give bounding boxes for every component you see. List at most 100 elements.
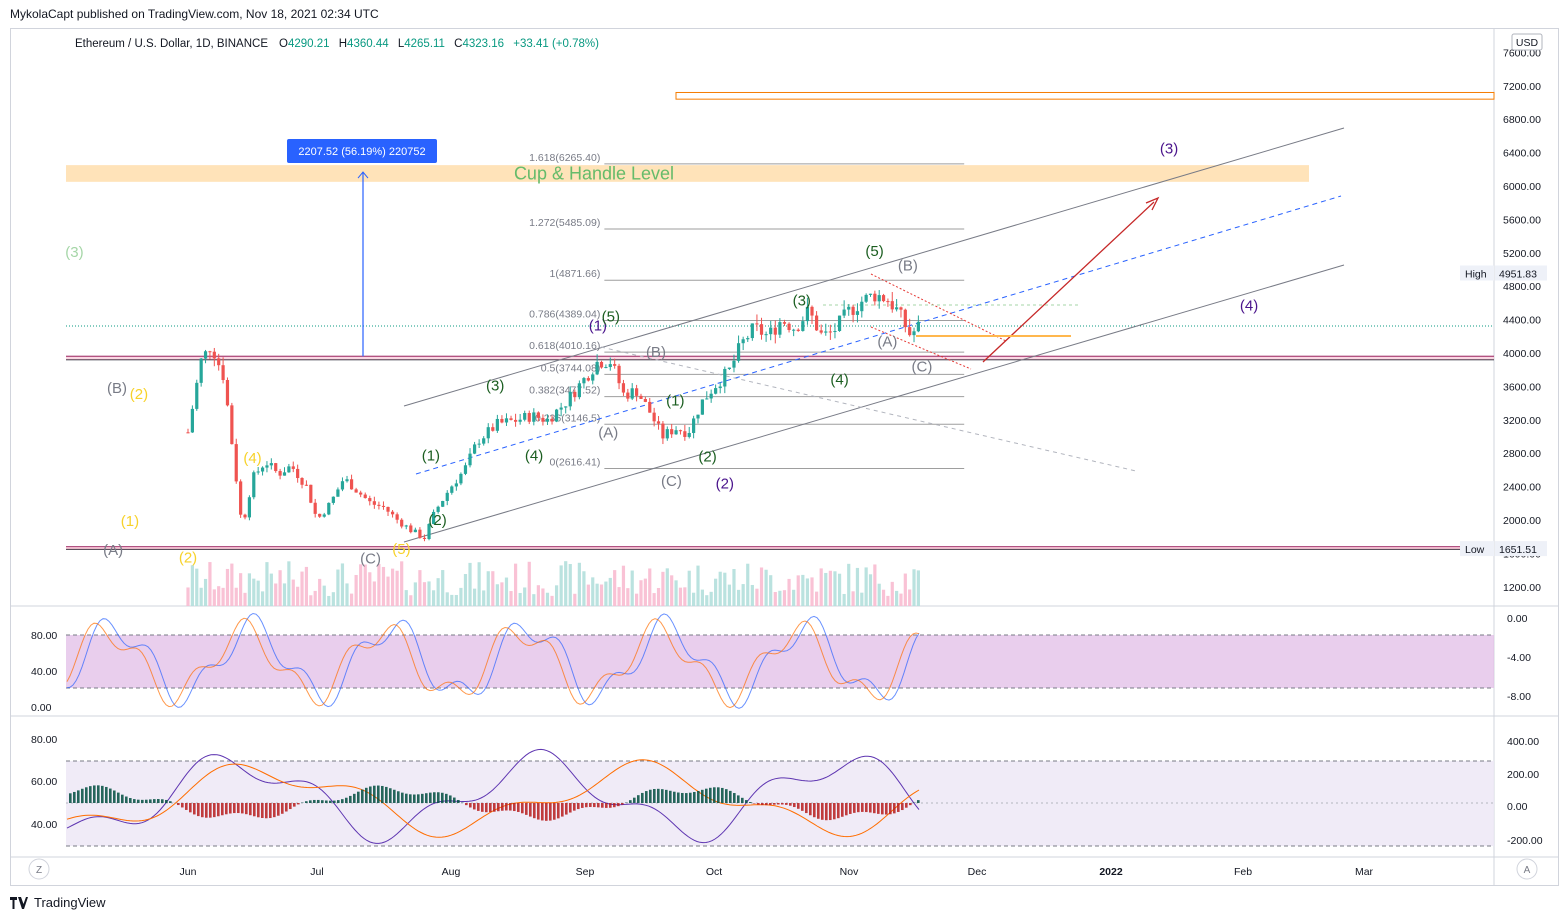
auto-scale-button[interactable]: A [1524, 865, 1531, 876]
volume-bar [750, 584, 754, 606]
macd-hist-bar [865, 803, 868, 813]
macd-hist-bar [389, 788, 392, 803]
volume-bar [404, 590, 408, 606]
chart-svg[interactable]: 1.618(6265.40) 1.272(5485.09) 1(4871.66) 0.… [11, 29, 1558, 885]
candle-body [687, 432, 691, 437]
time-tick-label: Oct [706, 866, 722, 878]
volume-bar [400, 561, 404, 606]
volume-bar [513, 563, 518, 606]
candle-body [513, 419, 518, 422]
macd-hist-bar [473, 803, 476, 810]
symbol-name[interactable]: Ethereum / U.S. Dollar, 1D, BINANCE [75, 38, 268, 50]
candle-body [495, 418, 499, 431]
volume-bar [815, 591, 819, 606]
macd-hist-bar [265, 803, 268, 819]
macd-hist-bar [137, 799, 140, 803]
rsi-tick-label: 60.00 [31, 776, 57, 788]
macd-hist-bar [477, 803, 480, 811]
volume-bar [792, 589, 796, 606]
macd-hist-bar [777, 803, 780, 805]
macd-hist-bar [689, 792, 692, 803]
candle-body [359, 492, 363, 495]
volume-bar [239, 573, 243, 606]
macd-hist-bar [501, 803, 504, 811]
candle-body [322, 514, 326, 517]
candle-body [837, 315, 842, 332]
macd-hist-bar [629, 800, 632, 803]
macd-hist-bar [109, 788, 112, 803]
volume-bar [705, 595, 709, 606]
candle-body [819, 330, 823, 333]
candle-body [509, 418, 513, 420]
price-tick-label: 6400.00 [1503, 148, 1541, 160]
volume-bar [190, 565, 194, 606]
macd-hist-bar [413, 794, 416, 803]
candle-body [472, 444, 477, 454]
time-tick-label: Feb [1234, 866, 1252, 878]
chart-frame[interactable]: 1.618(6265.40) 1.272(5485.09) 1(4871.66) 0.… [10, 28, 1559, 886]
candle-body [300, 478, 304, 485]
volume-bar [500, 582, 504, 606]
volume-bar [536, 585, 540, 606]
macd-hist-bar [201, 803, 204, 818]
macd-tick-label: 200.00 [1507, 769, 1539, 781]
macd-hist-bar [441, 792, 444, 803]
macd-hist-bar [397, 791, 400, 803]
target-arrow-icon [1145, 196, 1160, 211]
macd-hist-bar [809, 803, 812, 816]
candle-body [252, 472, 256, 498]
volume-bar [801, 574, 805, 606]
macd-tick-label: 0.00 [1507, 801, 1528, 813]
macd-hist-bar [765, 803, 768, 806]
volume-bar [873, 564, 877, 606]
macd-hist-bar [337, 800, 340, 803]
macd-hist-bar [425, 793, 428, 803]
low-value: 4265.11 [404, 38, 445, 50]
volume-bar [208, 562, 212, 606]
macd-hist-bar [489, 803, 492, 813]
volume-bar [532, 594, 536, 606]
macd-hist-bar [861, 803, 864, 812]
currency-badge[interactable]: USD [1516, 37, 1539, 49]
volume-bar [837, 573, 842, 606]
volume-bar [495, 584, 499, 606]
volume-bar [340, 563, 345, 606]
macd-hist-bar [69, 793, 72, 803]
macd-hist-bar [577, 803, 580, 810]
candle-body [912, 331, 916, 336]
zoom-button[interactable]: Z [36, 865, 42, 876]
macd-hist-bar [837, 803, 840, 819]
macd-hist-bar [813, 803, 816, 818]
macd-hist-bar [169, 801, 172, 803]
volume-bar [431, 590, 436, 606]
volume-bar [331, 592, 335, 606]
candle-body [504, 418, 509, 423]
macd-hist-bar [333, 800, 336, 803]
candle-body [709, 393, 713, 399]
candle-body [824, 331, 828, 333]
price-tick-label: 6800.00 [1503, 114, 1541, 126]
volume-bar [287, 561, 291, 606]
candle-body [550, 418, 554, 422]
stoch-k-line [66, 612, 920, 709]
volume-bar [518, 592, 522, 606]
candle-body [427, 523, 431, 540]
candle-body [203, 351, 208, 359]
channel-lower [403, 264, 1345, 543]
wave-label: (4) [243, 450, 261, 467]
macd-hist-bar [533, 803, 536, 819]
candle-body [265, 465, 269, 468]
volume-bar [472, 588, 477, 606]
volume-bar [613, 570, 617, 606]
wave-label: (1) [422, 448, 440, 465]
volume-bar [908, 589, 912, 606]
low-badge-bg [1460, 541, 1494, 557]
candle-body [639, 395, 643, 400]
candle-body [678, 430, 683, 432]
footer-brand[interactable]: TradingView [34, 895, 106, 910]
wave-label: (C) [912, 358, 933, 375]
macd-tick-label: 400.00 [1507, 736, 1539, 748]
macd-hist-bar [869, 803, 872, 813]
candle-body [243, 514, 247, 518]
volume-bar [855, 567, 860, 606]
